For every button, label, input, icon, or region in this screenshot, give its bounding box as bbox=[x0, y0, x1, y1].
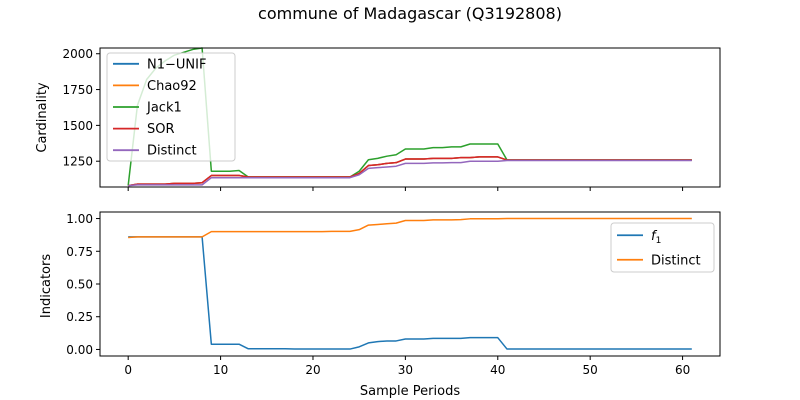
indicators-x-tick-label: 30 bbox=[398, 363, 413, 377]
indicators-x-tick-label: 20 bbox=[305, 363, 320, 377]
indicators-legend: f1 Distinct bbox=[610, 222, 715, 273]
cardinality-legend-label: SOR bbox=[147, 122, 175, 137]
cardinality-legend-label: Chao92 bbox=[147, 79, 197, 94]
indicators-x-tick-label: 50 bbox=[583, 363, 598, 377]
figure-title: commune of Madagascar (Q3192808) bbox=[258, 4, 562, 23]
indicators-legend-label: Distinct bbox=[651, 253, 701, 268]
cardinality-plot-marks bbox=[127, 47, 692, 187]
indicators-y-tick-label: 1.00 bbox=[66, 212, 93, 226]
indicators-legend-label: f1 bbox=[651, 229, 661, 246]
indicators-plot: Indicators Sample Periods f1 Distinct 0 10… bbox=[39, 211, 721, 399]
indicators-x-tick-label: 10 bbox=[213, 363, 228, 377]
indicators-y-tick-label: 0.75 bbox=[66, 245, 93, 259]
indicators-series-line-0 bbox=[128, 236, 692, 350]
cardinality-plot: Cardinality N1−UNIF Chao92 Jack1 SOR Distinc… bbox=[35, 47, 721, 191]
cardinality-series-line-4 bbox=[128, 159, 692, 187]
indicators-x-tick-label: 0 bbox=[124, 363, 132, 377]
indicators-plot-marks bbox=[128, 217, 692, 350]
cardinality-legend-label: N1−UNIF bbox=[147, 57, 206, 72]
indicators-y-tick-label: 0.50 bbox=[66, 278, 93, 292]
indicators-axis-label: Indicators bbox=[39, 254, 54, 318]
cardinality-y-tick-label: 1250 bbox=[62, 155, 93, 169]
cardinality-y-tick-label: 1500 bbox=[62, 119, 93, 133]
indicators-y-tick-label: 0.00 bbox=[66, 343, 93, 357]
cardinality-y-tick-label: 2000 bbox=[62, 47, 93, 61]
indicators-y-tick-label: 0.25 bbox=[66, 310, 93, 324]
cardinality-legend: N1−UNIF Chao92 Jack1 SOR Distinct bbox=[106, 52, 236, 162]
cardinality-legend-label: Distinct bbox=[147, 144, 197, 159]
cardinality-axis-label: Cardinality bbox=[35, 82, 50, 153]
cardinality-legend-label: Jack1 bbox=[146, 101, 182, 116]
cardinality-plot-frame bbox=[99, 47, 721, 188]
cardinality-y-tick-label: 1750 bbox=[62, 83, 93, 97]
cardinality-legend-box bbox=[106, 52, 236, 162]
indicators-x-tick-label: 60 bbox=[675, 363, 690, 377]
sample-periods-axis-label: Sample Periods bbox=[360, 384, 460, 399]
indicators-series-line-1 bbox=[128, 217, 692, 239]
indicators-x-tick-label: 40 bbox=[490, 363, 505, 377]
